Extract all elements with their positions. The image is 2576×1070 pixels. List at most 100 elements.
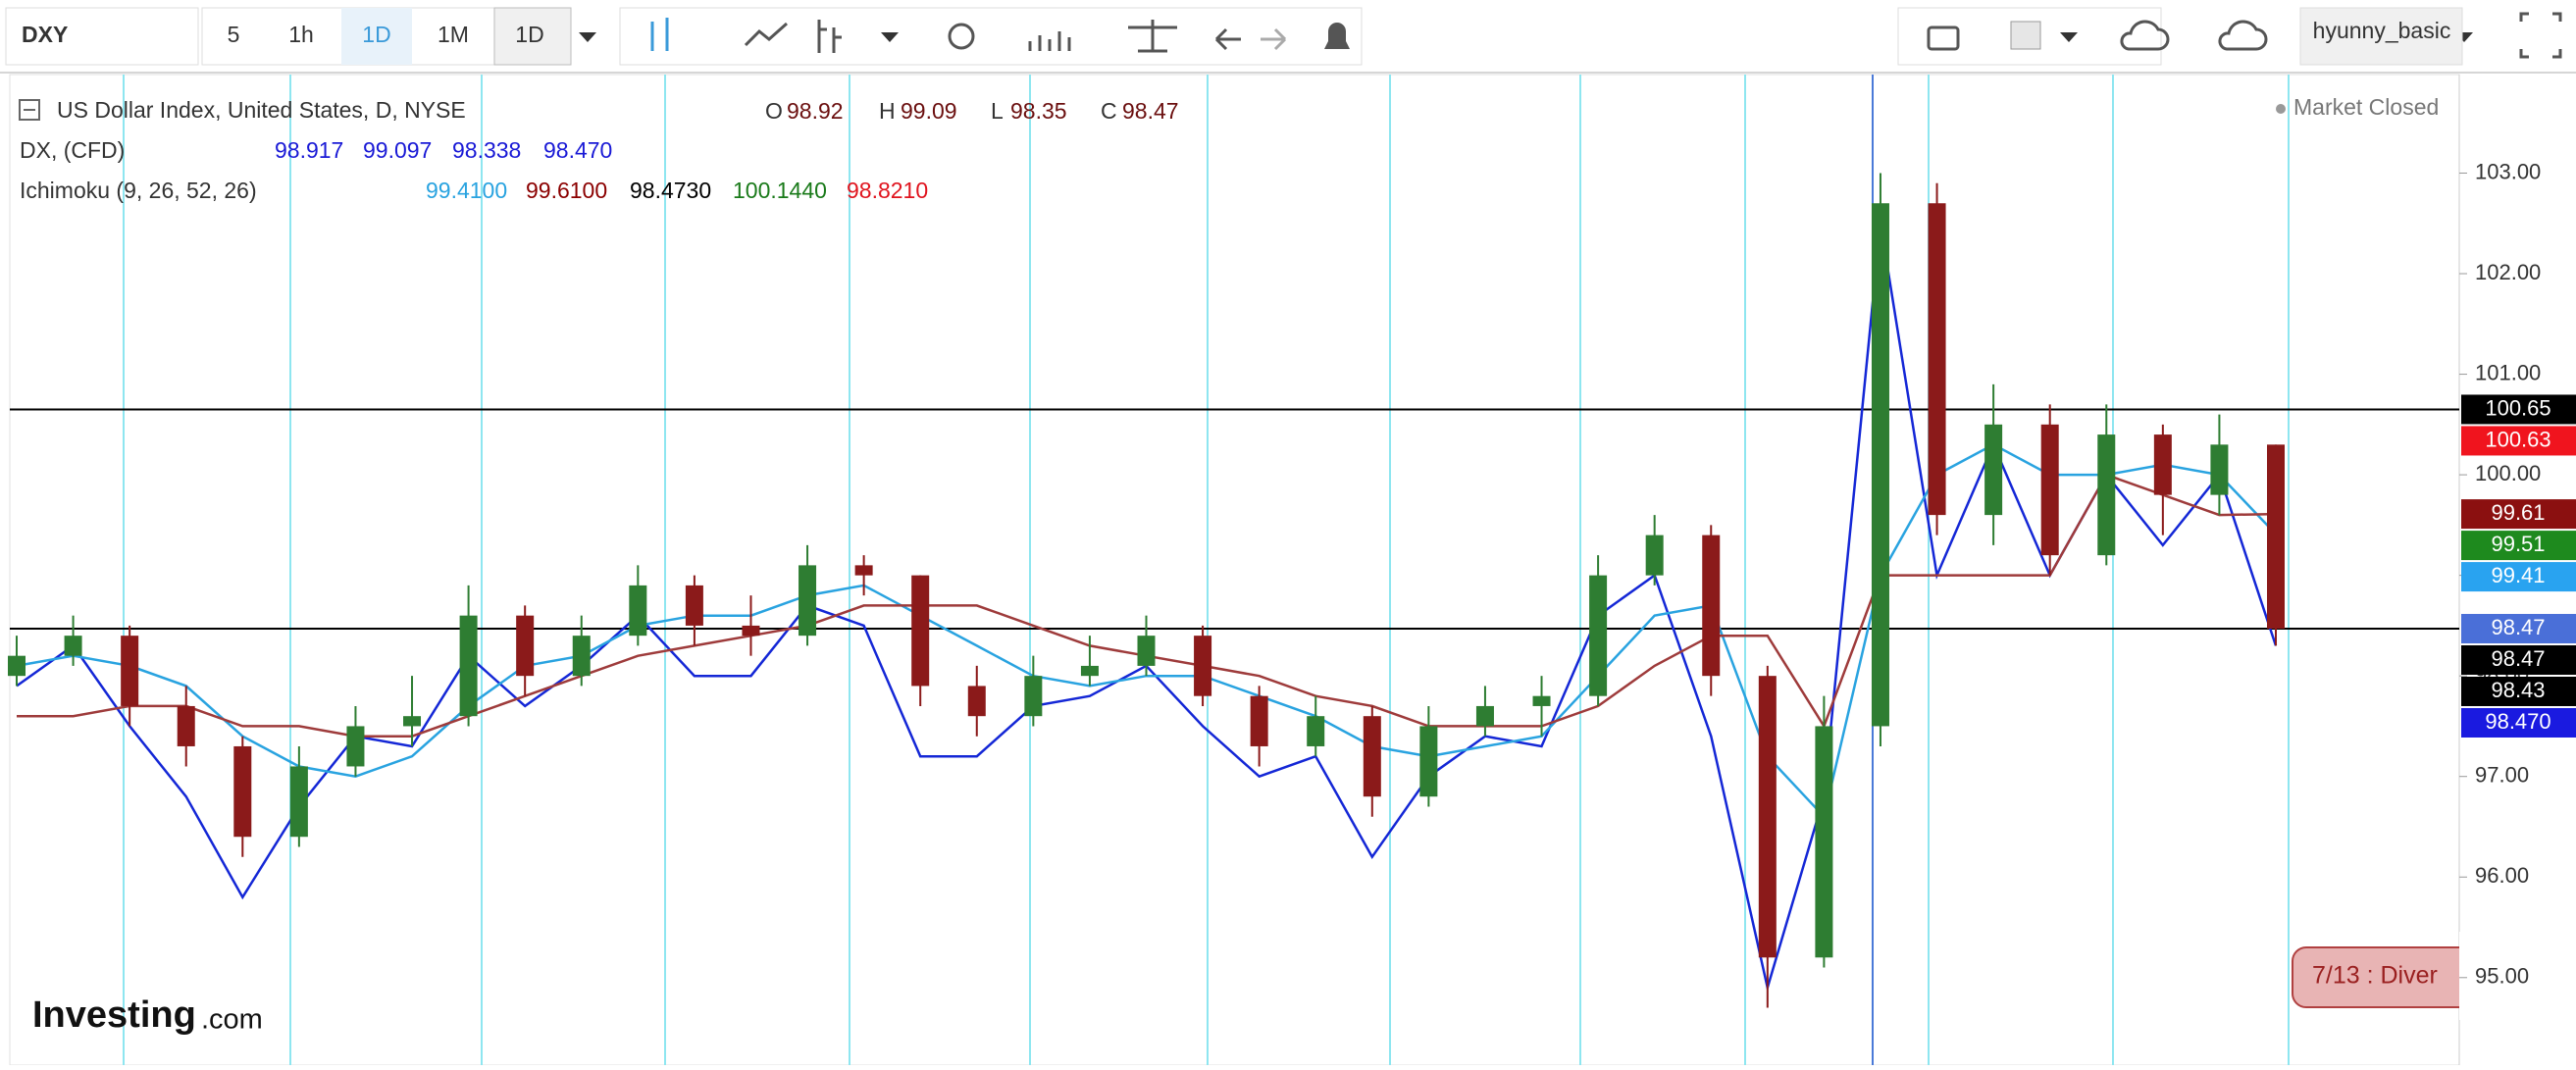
symbol-box[interactable] (5, 7, 199, 66)
candle-body (516, 615, 535, 677)
color-icon[interactable] (2010, 21, 2041, 50)
ohlc-value: 98.47 (1122, 98, 1179, 124)
price-marker (2461, 499, 2576, 530)
ichimoku-value: 98.4730 (630, 178, 711, 203)
candle-body (1080, 665, 1099, 677)
candle-body (289, 766, 308, 838)
ohlc-label: H (879, 98, 896, 124)
interval[interactable]: 5 (228, 22, 240, 47)
ohlc-value: 99.09 (901, 98, 957, 124)
dropdown-arrow[interactable] (579, 32, 596, 42)
dx-value: 98.470 (543, 137, 612, 163)
dropdown-arrow[interactable] (2060, 32, 2078, 42)
cloud-upload-icon[interactable] (2218, 20, 2268, 51)
candle-body (64, 636, 82, 656)
ichimoku-value: 100.1440 (733, 178, 827, 203)
alert-icon[interactable] (1324, 23, 1350, 49)
candle-body (1871, 203, 1889, 727)
ohlc-value: 98.92 (787, 98, 844, 124)
ohlc-label: C (1101, 98, 1117, 124)
ichimoku-value: 99.4100 (426, 178, 507, 203)
candle-body (346, 726, 365, 767)
price-marker-label: 99.41 (2491, 563, 2545, 587)
indicator-icon[interactable] (1028, 31, 1071, 51)
fullscreen-icon[interactable] (2519, 12, 2562, 59)
collapse-box[interactable] (19, 99, 40, 121)
candle-body (685, 585, 703, 626)
price-marker (2461, 644, 2576, 675)
undo-icon[interactable] (1214, 27, 1241, 51)
price-marker-label: 100.63 (2485, 427, 2550, 451)
camera-icon[interactable] (1927, 25, 1960, 51)
candle-body (1250, 695, 1268, 746)
ichimoku-value: 99.6100 (526, 178, 607, 203)
price-marker-label: 99.61 (2491, 500, 2545, 525)
line-icon[interactable] (744, 22, 788, 47)
status-dot (2276, 104, 2286, 114)
interval[interactable]: 1D (362, 22, 390, 47)
candle-body (742, 625, 760, 637)
candle-body (459, 615, 478, 717)
y-tick-label: 100.00 (2475, 461, 2541, 485)
price-marker (2461, 676, 2576, 706)
dx-value: 98.338 (452, 137, 521, 163)
price-marker (2461, 394, 2576, 425)
y-tick-label: 102.00 (2475, 260, 2541, 284)
candle-body (2040, 424, 2059, 556)
chart-interval[interactable]: 1D (515, 22, 543, 47)
chart-interval-box[interactable] (493, 7, 572, 66)
redo-icon[interactable] (1261, 27, 1287, 51)
y-tick-label: 95.00 (2475, 964, 2529, 989)
logo-brand: Investing (32, 994, 196, 1036)
candle-body (2267, 444, 2285, 629)
user-name[interactable]: hyunny_basic (2313, 18, 2451, 43)
candle-body (1137, 636, 1156, 666)
ohlc-label: O (765, 98, 783, 124)
ohlc-value: 98.35 (1010, 98, 1067, 124)
candle-body (1589, 575, 1608, 696)
candle-body (911, 575, 930, 687)
toolbar-icons (619, 7, 2562, 66)
candle-body (1928, 203, 1946, 516)
candle-body (8, 655, 26, 677)
icon-group (619, 7, 1363, 66)
price-marker (2461, 707, 2576, 738)
price-marker (2461, 426, 2576, 456)
candle-body (177, 705, 195, 746)
price-marker (2461, 562, 2576, 592)
user-box[interactable] (2299, 7, 2463, 66)
ichimoku-value: 98.8210 (847, 178, 928, 203)
ichimoku-name: Ichimoku (9, 26, 52, 26) (20, 178, 257, 203)
candle-body (1702, 535, 1721, 677)
y-tick-label: 103.00 (2475, 159, 2541, 183)
dropdown-arrow[interactable] (881, 32, 899, 42)
indicator-line (16, 442, 2277, 820)
dx-value: 98.917 (275, 137, 343, 163)
chart-pane (9, 74, 2460, 1066)
interval[interactable]: 1h (288, 22, 314, 47)
candle-icon[interactable] (650, 18, 669, 51)
price-marker-label: 100.65 (2485, 395, 2550, 420)
y-tick-label: 96.00 (2475, 863, 2529, 888)
candle-body (233, 745, 252, 838)
candle-body (1194, 636, 1212, 696)
candle-body (1984, 424, 2003, 516)
candle-body (1475, 705, 1494, 727)
candle-body (799, 565, 817, 637)
ohlc-label: L (991, 98, 1004, 124)
candle-body (2097, 434, 2116, 556)
logo-suffix: .com (201, 1004, 263, 1036)
candle-body (1532, 695, 1551, 706)
compare-icon[interactable] (1128, 20, 1177, 53)
callout-mask (2459, 932, 2576, 1020)
candle-body (1815, 726, 1833, 958)
settings-icon[interactable] (948, 23, 975, 50)
interval[interactable]: 1M (438, 22, 469, 47)
bar-icon[interactable] (817, 20, 842, 53)
price-marker (2461, 613, 2576, 643)
symbol[interactable]: DXY (22, 22, 68, 47)
cloud-download-icon[interactable] (2120, 20, 2170, 51)
callout-text[interactable]: 7/13 : Diver (2312, 962, 2438, 990)
price-marker-label: 99.51 (2491, 532, 2545, 556)
